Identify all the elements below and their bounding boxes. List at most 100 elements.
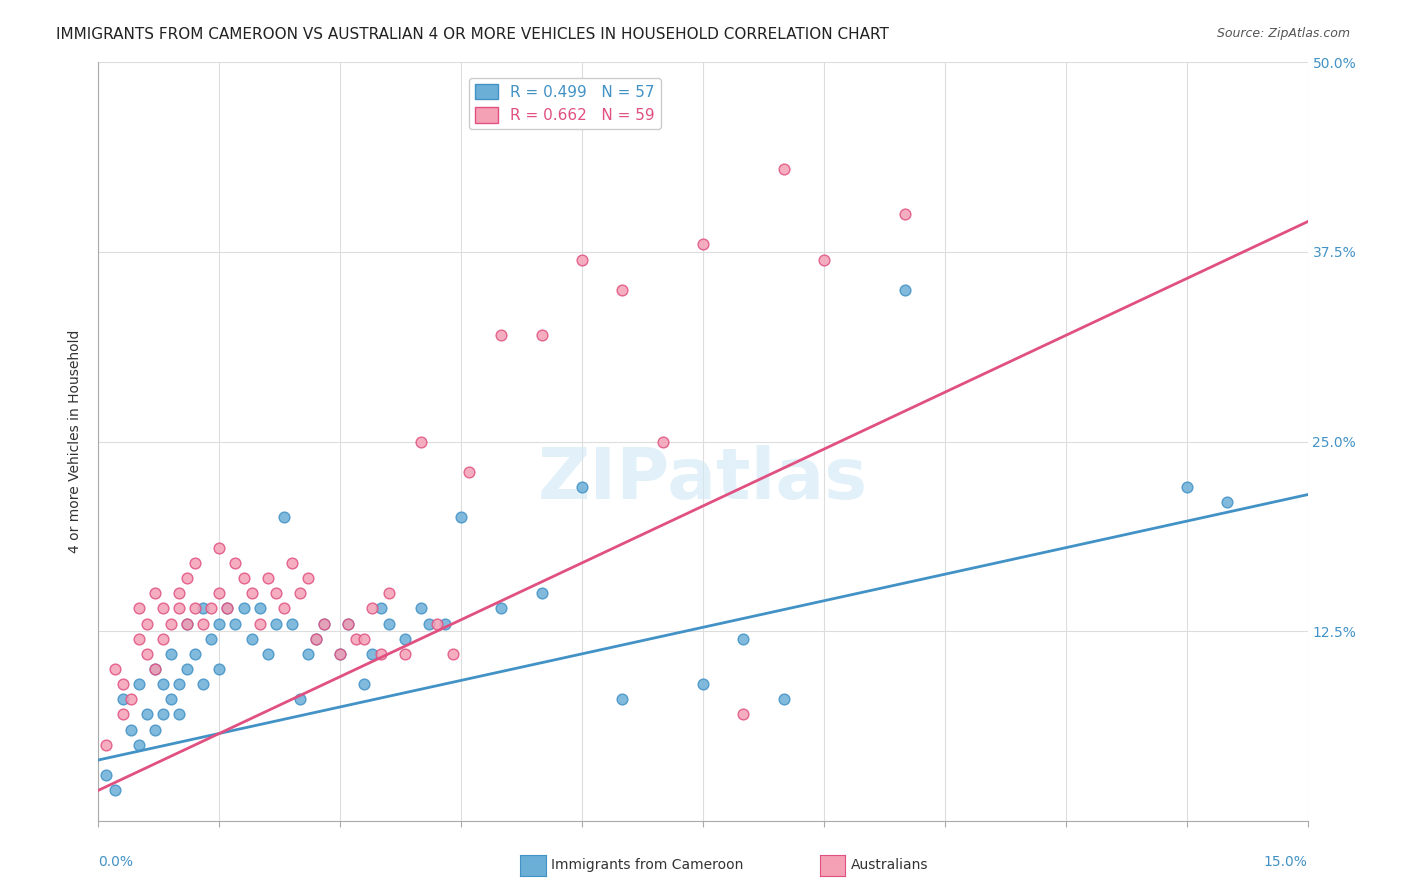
Immigrants from Cameroon: [1216, 495, 1239, 509]
Immigrants from Cameroon: [176, 616, 198, 631]
Australians: [200, 601, 222, 615]
Australians: [128, 601, 150, 615]
Australians: [143, 586, 166, 600]
Immigrants from Cameroon: [249, 601, 271, 615]
Australians: [297, 571, 319, 585]
Australians: [152, 601, 174, 615]
Australians: [176, 616, 198, 631]
Australians: [96, 738, 118, 752]
Immigrants from Cameroon: [232, 601, 254, 615]
Immigrants from Cameroon: [193, 601, 215, 615]
Australians: [224, 556, 246, 570]
Australians: [249, 616, 271, 631]
Y-axis label: 4 or more Vehicles in Household: 4 or more Vehicles in Household: [69, 330, 83, 553]
Immigrants from Cameroon: [571, 480, 593, 494]
Australians: [128, 632, 150, 646]
Immigrants from Cameroon: [305, 632, 328, 646]
Australians: [111, 677, 134, 691]
Immigrants from Cameroon: [297, 647, 319, 661]
Australians: [208, 586, 231, 600]
Immigrants from Cameroon: [160, 692, 183, 706]
Immigrants from Cameroon: [184, 647, 207, 661]
Immigrants from Cameroon: [240, 632, 263, 646]
Immigrants from Cameroon: [208, 662, 231, 676]
Australians: [314, 616, 336, 631]
Immigrants from Cameroon: [491, 601, 513, 615]
Australians: [135, 616, 157, 631]
Text: IMMIGRANTS FROM CAMEROON VS AUSTRALIAN 4 OR MORE VEHICLES IN HOUSEHOLD CORRELATI: IMMIGRANTS FROM CAMEROON VS AUSTRALIAN 4…: [56, 27, 889, 42]
Immigrants from Cameroon: [288, 692, 311, 706]
Australians: [152, 632, 174, 646]
Australians: [167, 586, 190, 600]
Australians: [491, 328, 513, 343]
Australians: [370, 647, 392, 661]
Immigrants from Cameroon: [353, 677, 375, 691]
Australians: [193, 616, 215, 631]
Immigrants from Cameroon: [152, 707, 174, 722]
Immigrants from Cameroon: [273, 510, 295, 524]
Immigrants from Cameroon: [200, 632, 222, 646]
Australians: [344, 632, 367, 646]
Australians: [103, 662, 125, 676]
Immigrants from Cameroon: [377, 616, 399, 631]
Immigrants from Cameroon: [256, 647, 278, 661]
Immigrants from Cameroon: [733, 632, 755, 646]
Australians: [813, 252, 835, 267]
Immigrants from Cameroon: [612, 692, 634, 706]
Immigrants from Cameroon: [337, 616, 360, 631]
Immigrants from Cameroon: [135, 707, 157, 722]
Legend: R = 0.499   N = 57, R = 0.662   N = 59: R = 0.499 N = 57, R = 0.662 N = 59: [468, 78, 661, 129]
Immigrants from Cameroon: [893, 283, 915, 297]
Australians: [337, 616, 360, 631]
Australians: [893, 207, 915, 221]
Immigrants from Cameroon: [264, 616, 287, 631]
Australians: [458, 465, 481, 479]
Australians: [426, 616, 449, 631]
Australians: [651, 434, 673, 449]
Immigrants from Cameroon: [111, 692, 134, 706]
Immigrants from Cameroon: [530, 586, 553, 600]
Immigrants from Cameroon: [772, 692, 794, 706]
Australians: [353, 632, 375, 646]
Australians: [256, 571, 278, 585]
Immigrants from Cameroon: [434, 616, 457, 631]
Immigrants from Cameroon: [103, 783, 125, 797]
Immigrants from Cameroon: [176, 662, 198, 676]
Australians: [120, 692, 142, 706]
Immigrants from Cameroon: [143, 662, 166, 676]
Australians: [733, 707, 755, 722]
Australians: [184, 556, 207, 570]
Australians: [135, 647, 157, 661]
Australians: [394, 647, 416, 661]
Immigrants from Cameroon: [208, 616, 231, 631]
Immigrants from Cameroon: [217, 601, 239, 615]
Australians: [305, 632, 328, 646]
Immigrants from Cameroon: [224, 616, 246, 631]
Australians: [571, 252, 593, 267]
Immigrants from Cameroon: [394, 632, 416, 646]
Australians: [612, 283, 634, 297]
Immigrants from Cameroon: [167, 677, 190, 691]
Australians: [176, 571, 198, 585]
Immigrants from Cameroon: [692, 677, 714, 691]
Immigrants from Cameroon: [96, 768, 118, 782]
Immigrants from Cameroon: [193, 677, 215, 691]
Australians: [240, 586, 263, 600]
Australians: [692, 237, 714, 252]
Australians: [232, 571, 254, 585]
Text: Source: ZipAtlas.com: Source: ZipAtlas.com: [1216, 27, 1350, 40]
Immigrants from Cameroon: [314, 616, 336, 631]
Australians: [111, 707, 134, 722]
Immigrants from Cameroon: [361, 647, 384, 661]
Immigrants from Cameroon: [160, 647, 183, 661]
Text: ZIPatlas: ZIPatlas: [538, 445, 868, 514]
Australians: [377, 586, 399, 600]
Australians: [167, 601, 190, 615]
Australians: [208, 541, 231, 555]
Immigrants from Cameroon: [1175, 480, 1198, 494]
Immigrants from Cameroon: [143, 723, 166, 737]
Australians: [217, 601, 239, 615]
Australians: [281, 556, 304, 570]
Immigrants from Cameroon: [167, 707, 190, 722]
Text: 0.0%: 0.0%: [98, 855, 134, 870]
